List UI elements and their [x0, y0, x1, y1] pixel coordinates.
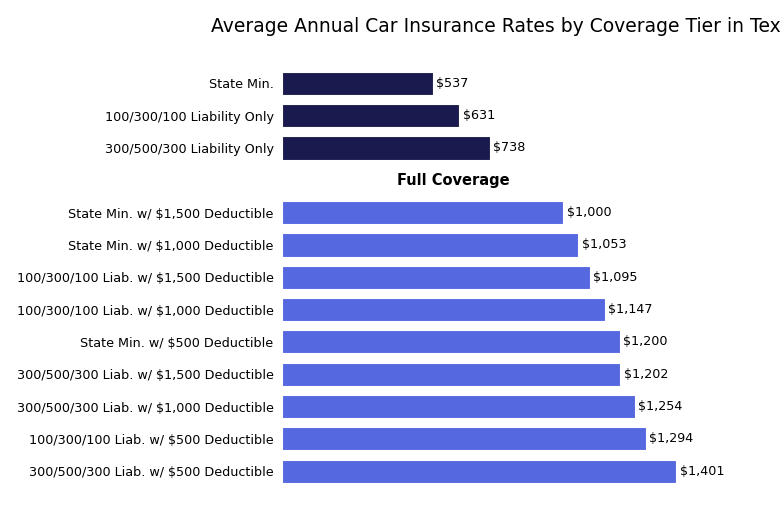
Text: $1,147: $1,147: [608, 303, 653, 316]
Bar: [282, 136, 490, 160]
Text: $1,401: $1,401: [679, 465, 724, 478]
Text: $1,200: $1,200: [623, 335, 668, 348]
Bar: [282, 72, 433, 95]
Text: $738: $738: [493, 141, 525, 154]
Text: $1,254: $1,254: [638, 400, 682, 413]
Text: $1,000: $1,000: [566, 206, 612, 219]
Bar: [282, 460, 676, 483]
Bar: [282, 395, 635, 418]
Text: $1,294: $1,294: [650, 432, 693, 445]
Text: Full Coverage: Full Coverage: [397, 173, 509, 188]
Title: Average Annual Car Insurance Rates by Coverage Tier in Texas: Average Annual Car Insurance Rates by Co…: [211, 17, 780, 36]
Bar: [282, 201, 563, 224]
Bar: [282, 266, 590, 289]
Text: $1,202: $1,202: [623, 368, 668, 381]
Bar: [282, 427, 646, 450]
Bar: [282, 104, 459, 127]
Bar: [282, 298, 604, 321]
Text: $537: $537: [436, 77, 469, 90]
Bar: [282, 233, 578, 256]
Bar: [282, 330, 619, 354]
Bar: [282, 362, 620, 386]
Text: $1,053: $1,053: [582, 238, 626, 251]
Text: $1,095: $1,095: [594, 271, 638, 284]
Text: $631: $631: [463, 109, 495, 122]
